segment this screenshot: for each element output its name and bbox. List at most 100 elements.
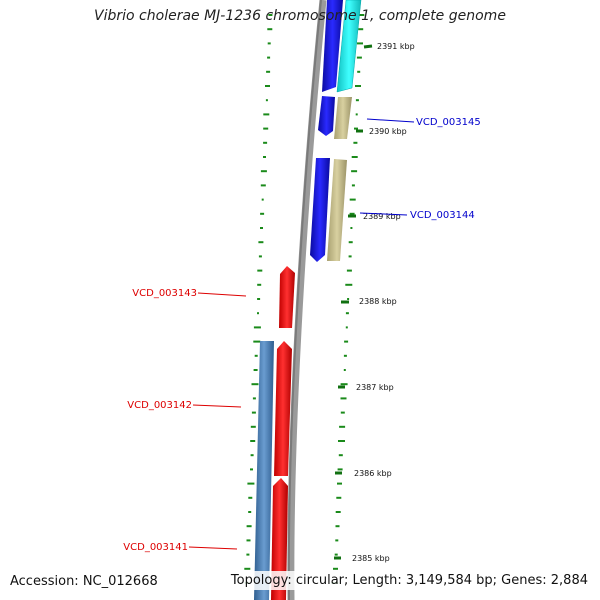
gc-dot bbox=[343, 369, 346, 371]
gene-feature-steelblue[interactable] bbox=[254, 341, 274, 600]
tick-label: 2390 kbp bbox=[369, 127, 407, 136]
cds-reverse-3[interactable] bbox=[271, 478, 288, 600]
gc-dot bbox=[263, 127, 269, 130]
gc-dot bbox=[358, 14, 365, 16]
gc-dot bbox=[353, 141, 358, 144]
gc-dot bbox=[351, 170, 358, 173]
gene-label-reverse[interactable]: VCD_003141 bbox=[123, 542, 188, 553]
gc-dot bbox=[355, 85, 361, 87]
gc-dot bbox=[266, 70, 271, 73]
gc-dot bbox=[254, 354, 258, 357]
cds-forward-2[interactable] bbox=[318, 96, 335, 136]
tick-label: 2385 kbp bbox=[352, 554, 390, 563]
gc-dot bbox=[349, 198, 356, 201]
gc-dot bbox=[246, 553, 250, 556]
gc-dot bbox=[356, 56, 362, 59]
gc-dot bbox=[354, 127, 358, 130]
gc-dot bbox=[358, 28, 364, 31]
backbone-ring bbox=[287, 0, 327, 600]
tick-label: 2387 kbp bbox=[356, 383, 394, 392]
gc-dot bbox=[351, 184, 355, 187]
gene-labels: VCD_003145 VCD_003144 VCD_003143 VCD_003… bbox=[123, 117, 480, 553]
gc-dot bbox=[340, 411, 345, 414]
tick-label: 2388 kbp bbox=[359, 297, 397, 306]
gc-dot bbox=[340, 383, 348, 386]
genome-summary: Topology: circular; Length: 3,149,584 bp… bbox=[226, 571, 592, 590]
gc-dot bbox=[260, 170, 267, 173]
gc-dot bbox=[357, 70, 361, 73]
gc-dot bbox=[257, 312, 259, 315]
gc-dot bbox=[251, 411, 256, 414]
gc-dot bbox=[260, 212, 265, 215]
gc-dot bbox=[257, 283, 262, 286]
cds-reverse-2[interactable] bbox=[274, 341, 292, 476]
gc-dot bbox=[335, 511, 341, 513]
gc-dot bbox=[344, 340, 349, 343]
gc-dot bbox=[250, 440, 256, 442]
accession-label: Accession: NC_012668 bbox=[10, 574, 158, 589]
gc-dot bbox=[250, 468, 253, 471]
gc-dot bbox=[244, 567, 251, 570]
gc-dot bbox=[345, 326, 348, 329]
gc-dot bbox=[334, 553, 338, 556]
gc-dot bbox=[357, 42, 363, 45]
gc-dot bbox=[346, 269, 352, 272]
gc-dot bbox=[335, 525, 340, 528]
tick-marks bbox=[334, 44, 373, 560]
gc-dot bbox=[248, 496, 253, 499]
gc-dot bbox=[260, 227, 263, 229]
gc-dot bbox=[246, 525, 252, 528]
gc-dot bbox=[345, 312, 349, 315]
gene-label-forward[interactable]: VCD_003145 bbox=[416, 117, 481, 128]
gc-dot bbox=[263, 141, 268, 144]
gc-dot bbox=[258, 241, 264, 244]
gc-dot bbox=[253, 326, 261, 329]
gc-dot bbox=[343, 354, 347, 357]
gene-feature-khaki-1[interactable] bbox=[334, 97, 352, 139]
gc-content-track bbox=[331, 14, 365, 584]
gc-dot bbox=[265, 99, 268, 102]
tick-labels: 2391 kbp 2390 kbp 2389 kbp 2388 kbp 2387… bbox=[352, 42, 415, 563]
gc-dot bbox=[248, 511, 252, 513]
tick-label: 2391 kbp bbox=[377, 42, 415, 51]
gc-dot bbox=[349, 212, 355, 215]
cds-reverse-1[interactable] bbox=[279, 266, 295, 328]
gc-dot bbox=[258, 255, 262, 258]
gc-dot bbox=[252, 397, 256, 400]
gc-dot bbox=[337, 468, 343, 471]
gc-dot bbox=[250, 425, 256, 428]
gc-dot bbox=[350, 227, 353, 229]
gc-dot bbox=[246, 539, 251, 542]
gc-dot bbox=[338, 454, 343, 457]
gc-dot bbox=[257, 298, 261, 300]
gc-dot bbox=[263, 156, 266, 158]
gc-dot bbox=[253, 340, 261, 343]
gc-dot bbox=[268, 14, 273, 16]
tick-label: 2389 kbp bbox=[363, 212, 401, 221]
gc-dot bbox=[355, 99, 359, 102]
gene-feature-khaki-2[interactable] bbox=[327, 159, 347, 261]
gc-dot bbox=[247, 482, 255, 485]
tick-label: 2386 kbp bbox=[354, 469, 392, 478]
gc-dot bbox=[253, 369, 258, 371]
gc-dot bbox=[348, 241, 353, 244]
cds-forward-3[interactable] bbox=[310, 158, 330, 262]
gene-label-forward[interactable]: VCD_003144 bbox=[410, 210, 475, 221]
gene-label-reverse[interactable]: VCD_003142 bbox=[127, 400, 192, 411]
gc-dot bbox=[345, 283, 353, 286]
gene-feature-cyan[interactable] bbox=[336, 0, 362, 93]
gc-dot bbox=[260, 184, 266, 187]
gc-dot bbox=[335, 539, 339, 542]
label-leaders bbox=[188, 118, 415, 550]
gc-dot bbox=[250, 454, 254, 457]
gc-dot bbox=[355, 113, 358, 116]
gc-dot bbox=[267, 56, 271, 59]
cds-forward-1[interactable] bbox=[322, 0, 343, 92]
gc-dot bbox=[336, 496, 342, 499]
gene-label-reverse[interactable]: VCD_003143 bbox=[132, 288, 197, 299]
gc-dot bbox=[338, 440, 345, 442]
map-title: Vibrio cholerae MJ-1236 chromosome 1, co… bbox=[94, 8, 506, 24]
gc-dot bbox=[348, 255, 352, 258]
gc-dot bbox=[265, 85, 270, 87]
